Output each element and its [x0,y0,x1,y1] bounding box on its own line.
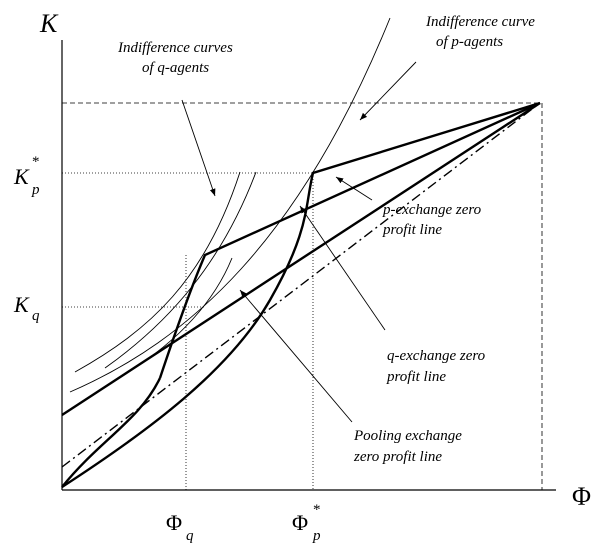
annotation: profit line [382,222,442,238]
tick-main: K [13,292,30,317]
tick-sup: * [32,154,40,170]
tick-main: K [13,164,30,189]
tick-sub: q [32,308,40,324]
annotation: p-exchange zero [382,202,482,218]
y-axis-label: K [39,9,59,38]
x-axis-label: Φ [572,482,591,511]
annotation: q-exchange zero [387,348,486,364]
annotation: zero profit line [353,449,442,465]
annotation: of p-agents [436,34,503,50]
tick-sup: * [313,502,321,518]
tick-main: Φ [292,510,308,535]
axes [61,40,556,491]
annotation: Pooling exchange [353,428,462,444]
annotation: Indifference curve [425,14,535,30]
annotation: Indifference curves [117,40,233,56]
tick-sub: p [312,528,321,544]
zero-profit-lines [61,101,541,489]
arrows [181,61,417,423]
y-tick-label: K * p [13,154,40,198]
tick-sub: p [31,182,40,198]
guide-lines [62,102,543,490]
indifference-curves [69,17,391,393]
annotation: of q-agents [142,60,209,76]
y-tick-label: K q [13,292,40,324]
tick-main: Φ [166,510,182,535]
tick-sub: q [186,528,194,544]
x-tick-label: Φ q [166,510,194,544]
annotation: profit line [386,369,446,385]
x-tick-label: Φ * p [292,502,321,544]
